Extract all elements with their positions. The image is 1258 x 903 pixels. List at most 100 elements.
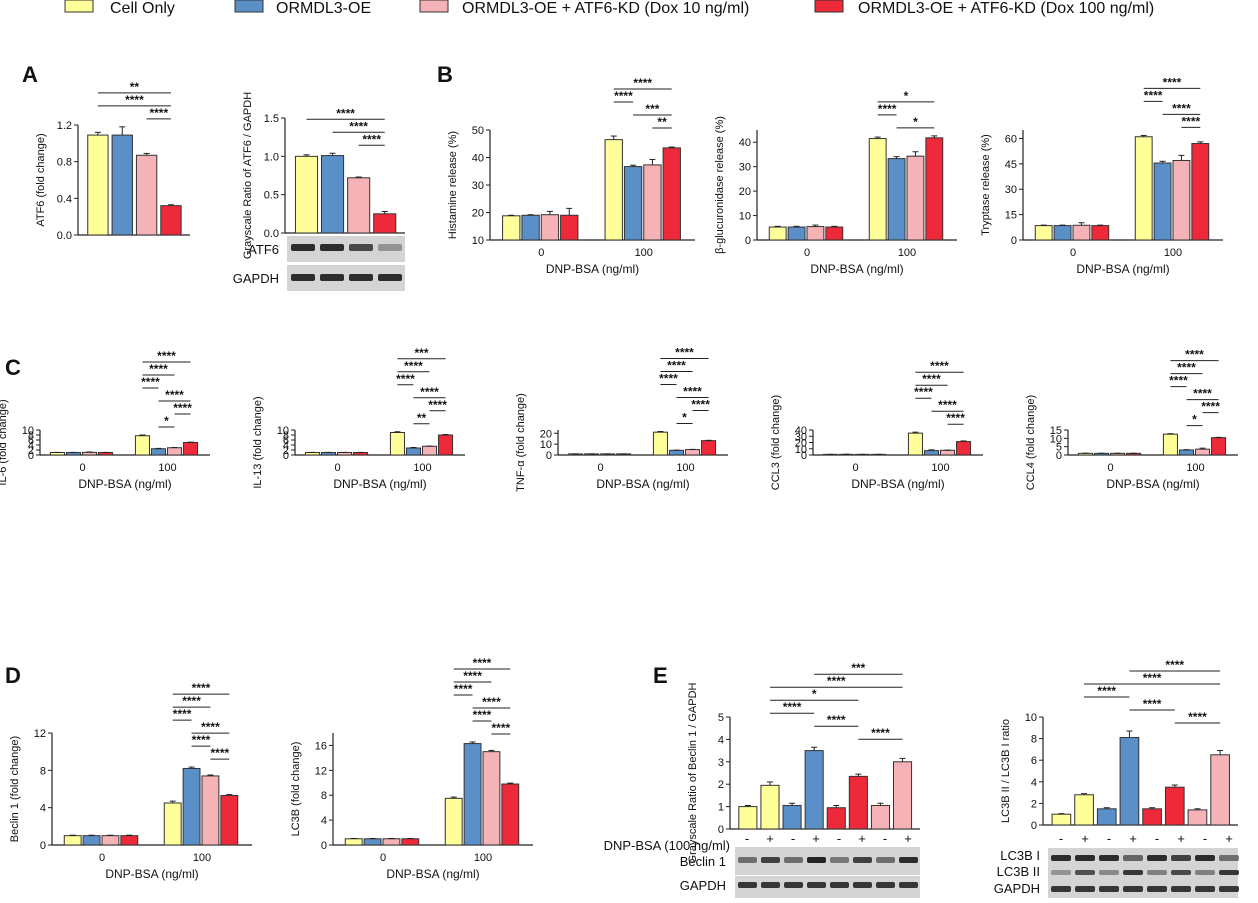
y-tick-label: 6 — [28, 435, 34, 447]
y-tick-label: 20 — [540, 428, 552, 440]
blot-gapdh-band-strip-e — [735, 876, 920, 898]
blot-band — [1075, 870, 1095, 875]
legend-swatch-dox100 — [814, 0, 844, 13]
blot-band — [1051, 886, 1071, 892]
y-tick-label: 0 — [546, 450, 552, 462]
legend-label-cell-only: Cell Only — [110, 0, 175, 17]
bar — [363, 838, 382, 846]
dnp-sign: + — [1081, 831, 1089, 846]
bar — [870, 804, 890, 830]
significance-label: **** — [428, 398, 447, 412]
y-tick-label: 30 — [1005, 184, 1017, 196]
bar — [389, 432, 405, 456]
bar — [135, 154, 158, 236]
blot-label-lc3b-i: LC3B I — [1000, 848, 1040, 863]
dnp-sign: + — [1177, 831, 1185, 846]
blot-band — [784, 857, 803, 863]
significance-label: ** — [657, 115, 667, 129]
chart-lc3b: 0 4 8 12 16 LC3B (fold change) 0 100 DNP-BSA (ng… — [290, 656, 533, 881]
y-axis-title: Beclin 1 (fold change) — [9, 736, 21, 842]
significance-label: * — [812, 687, 817, 701]
bar — [201, 775, 220, 846]
y-tick-label: 1.0 — [264, 151, 279, 163]
y-tick-label: 8 — [28, 430, 34, 442]
blot-band — [1219, 870, 1239, 875]
y-tick-label: 30 — [739, 162, 751, 174]
y-tick-label: 12 — [34, 728, 46, 740]
bar — [760, 784, 780, 830]
x-tick-label: 100 — [158, 462, 176, 474]
dnp-sign: + — [904, 831, 912, 846]
bar — [1074, 794, 1094, 826]
bar — [1210, 754, 1230, 826]
significance-label: **** — [1143, 671, 1162, 685]
significance-label: **** — [473, 656, 492, 670]
y-axis-title: IL-13 (fold change) — [252, 396, 264, 488]
blot-band — [738, 857, 757, 863]
blot-band — [761, 857, 780, 863]
blot-lc3: - + - + - + - + LC3B I LC3B II GAPDH — [994, 831, 1239, 898]
bar — [502, 215, 521, 241]
bar — [560, 214, 579, 241]
blot-band — [1051, 855, 1071, 861]
bar — [1091, 225, 1110, 241]
blot-band — [1123, 855, 1143, 861]
significance-label: **** — [1169, 374, 1188, 388]
blot-band — [291, 274, 315, 281]
significance-label: **** — [141, 375, 160, 389]
bar — [1096, 808, 1117, 826]
bar — [907, 432, 923, 456]
blot-label-gapdh-a: GAPDH — [233, 271, 279, 286]
bar — [134, 435, 150, 456]
x-tick-label: 100 — [474, 852, 492, 864]
bar — [347, 177, 371, 234]
significance-label: **** — [182, 694, 201, 708]
y-tick-label: 12 — [315, 765, 327, 777]
significance-label: **** — [192, 681, 211, 695]
y-tick-label: 60 — [1005, 133, 1017, 145]
x-axis-title: DNP-BSA (ng/ml) — [851, 477, 944, 491]
bar — [163, 802, 182, 846]
bar — [1211, 437, 1227, 456]
x-tick-label: 100 — [931, 462, 949, 474]
significance-label: **** — [1188, 710, 1207, 724]
dnp-sign: - — [1203, 831, 1207, 846]
significance-label: **** — [683, 385, 702, 399]
bar — [444, 797, 463, 846]
y-tick-label: 0.5 — [264, 190, 279, 202]
blot-atf6-bands — [291, 244, 402, 281]
y-tick-label: 0 — [1031, 820, 1037, 832]
y-tick-label: 40 — [739, 137, 751, 149]
significance-label: * — [1192, 413, 1197, 427]
significance-label: **** — [404, 359, 423, 373]
dnp-sign: + — [858, 831, 866, 846]
significance-label: **** — [149, 362, 168, 376]
bar — [1191, 143, 1210, 241]
panel-label-b: B — [437, 62, 453, 87]
dnp-sign: - — [837, 831, 841, 846]
blot-band — [807, 857, 826, 863]
bar — [1187, 809, 1208, 826]
y-axis-title: CCL3 (fold change) — [770, 395, 782, 490]
x-tick-label: 100 — [676, 462, 694, 474]
blot-band — [830, 882, 849, 888]
blot-label-beclin1: Beclin 1 — [680, 854, 726, 869]
bar — [150, 448, 167, 456]
bar — [111, 134, 133, 236]
panel-label-e: E — [653, 663, 668, 688]
x-tick-label: 100 — [413, 462, 431, 474]
blot-band — [899, 857, 918, 863]
blot-band — [1075, 855, 1095, 861]
x-tick-label: 0 — [852, 462, 858, 474]
bar — [887, 158, 906, 241]
bar — [482, 751, 501, 846]
blot-band — [320, 244, 344, 251]
blot-band — [349, 244, 373, 251]
x-tick-label: 100 — [898, 247, 916, 259]
significance-label: **** — [165, 388, 184, 402]
y-tick-label: 4 — [321, 815, 327, 827]
blot-band — [378, 274, 402, 281]
y-tick-label: 8 — [321, 790, 327, 802]
significance-label: **** — [827, 713, 846, 727]
bar — [787, 226, 806, 241]
